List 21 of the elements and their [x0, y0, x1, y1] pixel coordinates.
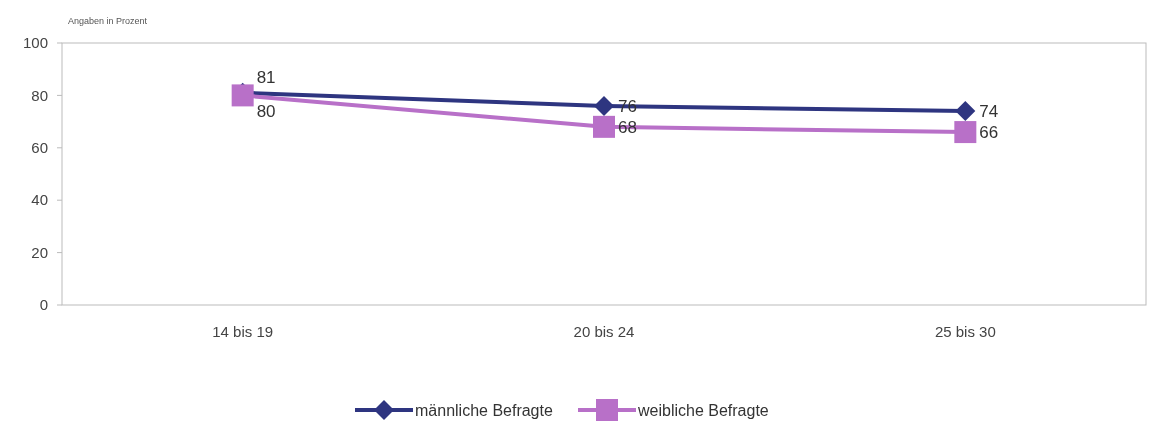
point	[954, 121, 977, 144]
y-tick-label: 100	[22, 34, 48, 52]
point	[594, 95, 614, 116]
y-tick-label: 40	[31, 191, 48, 209]
legend-label: männliche Befragte	[415, 401, 553, 419]
point	[955, 101, 976, 122]
point	[593, 115, 615, 138]
legend-label: weibliche Befragte	[637, 401, 769, 419]
x-tick-label: 20 bis 24	[573, 323, 635, 340]
data-label: 81	[256, 67, 276, 87]
x-tick-label: 25 bis 30	[934, 323, 996, 340]
y-tick-label: 20	[31, 243, 48, 261]
x-tick-label: 14 bis 19	[212, 323, 274, 340]
y-axis-title: Angaben in Prozent	[68, 16, 148, 26]
data-label: 74	[979, 102, 999, 122]
y-tick-label: 60	[31, 139, 48, 157]
point	[231, 84, 254, 107]
data-label: 66	[979, 123, 999, 143]
y-tick-label: 0	[39, 296, 48, 314]
y-tick-label: 80	[31, 86, 48, 104]
data-label: 80	[256, 102, 276, 122]
